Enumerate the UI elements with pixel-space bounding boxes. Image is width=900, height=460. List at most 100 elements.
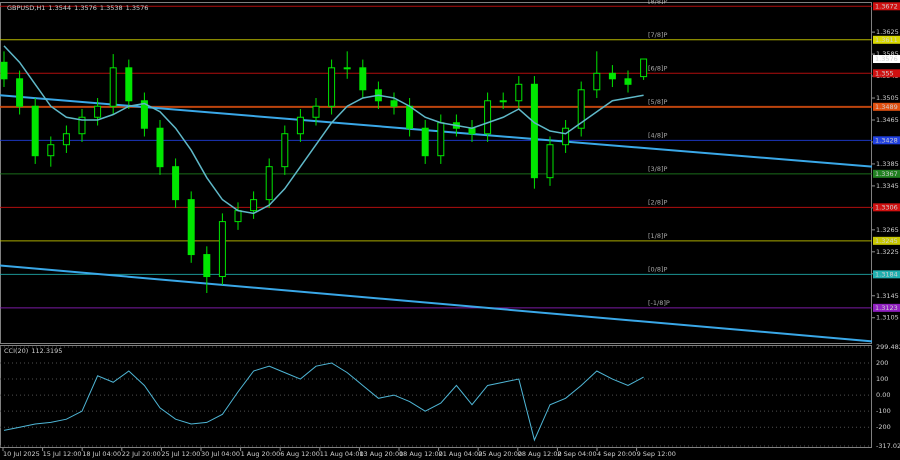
y-tick-label: -200 (876, 423, 891, 431)
chart-title: GBPUSD,H1 1.3544 1.3576 1.3538 1.3576 (7, 4, 148, 12)
candle-body (343, 67, 351, 70)
candle-body (312, 105, 320, 118)
indicator-value: 112.3195 (31, 347, 62, 355)
y-tick-label: 1.3625 (876, 28, 899, 36)
candle-body (530, 83, 538, 179)
level-name: [-1/8]P (648, 299, 670, 307)
title-part: GBPUSD,H1 (7, 4, 45, 12)
y-tick-label: 299.4823 (876, 343, 900, 351)
level-box (873, 303, 900, 312)
x-tick-label: 22 Jul 20:00 (122, 450, 161, 458)
candle-body (437, 122, 445, 157)
title-part: 1.3538 (100, 4, 123, 12)
cci-frame (0, 345, 872, 448)
candle-body (406, 105, 414, 129)
candle-body (16, 78, 24, 107)
y-tick-label: 100 (876, 375, 888, 383)
x-tick-label: 25 Aug 20:00 (478, 450, 522, 458)
candle-body (62, 133, 70, 146)
x-tick-label: 10 Jul 2025 (3, 450, 40, 458)
level-box (873, 236, 900, 245)
last-price-box (873, 55, 900, 64)
indicator-name: CCI(20) (4, 347, 28, 355)
trend-line (0, 264, 873, 343)
x-tick-label: 30 Jul 04:00 (201, 450, 240, 458)
candle-body (328, 67, 336, 107)
y-tick-label: 1.3585 (876, 50, 899, 58)
candle-body (515, 83, 523, 102)
candle-body (640, 58, 648, 78)
candle-body (390, 100, 398, 107)
moving-average (3, 45, 644, 215)
candle-body (484, 100, 492, 135)
candle-body (468, 127, 476, 135)
y-tick-label: 1.3465 (876, 116, 899, 124)
level-label: 1.3611 (875, 36, 898, 44)
level-name: [4/8]P (648, 131, 668, 139)
candle-body (187, 199, 195, 256)
x-tick-label: 13 Aug 20:00 (359, 450, 403, 458)
candle-body (265, 166, 273, 201)
x-tick-label: 15 Jul 12:00 (43, 450, 82, 458)
candle-body (203, 254, 211, 278)
y-tick-label: 200 (876, 359, 888, 367)
indicator-title: CCI(20) 112.3195 (4, 347, 62, 355)
level-name: [1/8]P (648, 232, 668, 240)
candle-body (234, 210, 242, 223)
y-tick-label: 1.3105 (876, 314, 899, 322)
candle-body (296, 116, 304, 135)
y-tick-label: 1.3505 (876, 94, 899, 102)
candle-body (608, 72, 616, 80)
level-name: [3/8]P (648, 165, 668, 173)
candle-body (78, 116, 86, 135)
y-tick-label: -100 (876, 407, 891, 415)
y-tick-label: 1.3145 (876, 292, 899, 300)
level-box (873, 169, 900, 178)
candle-body (47, 144, 55, 157)
y-tick-label: 1.3385 (876, 160, 899, 168)
level-box (873, 136, 900, 145)
level-name: [0/8]P (648, 265, 668, 273)
candle-body (593, 72, 601, 91)
candle-body (577, 89, 585, 129)
x-tick-label: 25 Jul 12:00 (161, 450, 200, 458)
y-tick-label: 1.3265 (876, 226, 899, 234)
x-tick-label: 1 Aug 20:00 (241, 450, 281, 458)
level-label: 1.3245 (875, 237, 898, 245)
candle-body (109, 67, 117, 107)
candle-body (562, 127, 570, 146)
level-label: 1.3489 (875, 103, 898, 111)
x-tick-label: 11 Aug 04:00 (320, 450, 364, 458)
level-label: 1.3123 (875, 304, 898, 312)
level-label: 1.3184 (875, 270, 898, 278)
candle-body (624, 78, 632, 85)
x-tick-label: 6 Aug 12:00 (280, 450, 320, 458)
title-part: 1.3544 (48, 4, 71, 12)
title-part: 1.3576 (74, 4, 97, 12)
x-tick-label: 18 Aug 12:00 (399, 450, 443, 458)
y-tick-label: 1.3345 (876, 182, 899, 190)
candle-body (0, 61, 8, 80)
level-label: 1.355 (875, 69, 894, 77)
candle-body (94, 105, 102, 118)
level-label: 1.3428 (875, 136, 898, 144)
level-name: [8/8]P (648, 0, 668, 5)
y-tick-label: 1.3225 (876, 248, 899, 256)
candle-body (359, 67, 367, 91)
title-part: 1.3576 (126, 4, 149, 12)
level-box (873, 270, 900, 279)
level-box (873, 35, 900, 44)
level-box (873, 203, 900, 212)
candle-body (218, 221, 226, 278)
x-tick-label: 28 Aug 12:00 (518, 450, 562, 458)
x-tick-label: 18 Jul 04:00 (82, 450, 121, 458)
candle-body (281, 133, 289, 168)
candle-body (31, 105, 39, 157)
level-label: 1.3306 (875, 203, 898, 211)
level-name: [6/8]P (648, 64, 668, 72)
candle-body (156, 127, 164, 168)
x-tick-label: 9 Sep 12:00 (637, 450, 676, 458)
x-tick-label: 2 Sep 04:00 (557, 450, 596, 458)
